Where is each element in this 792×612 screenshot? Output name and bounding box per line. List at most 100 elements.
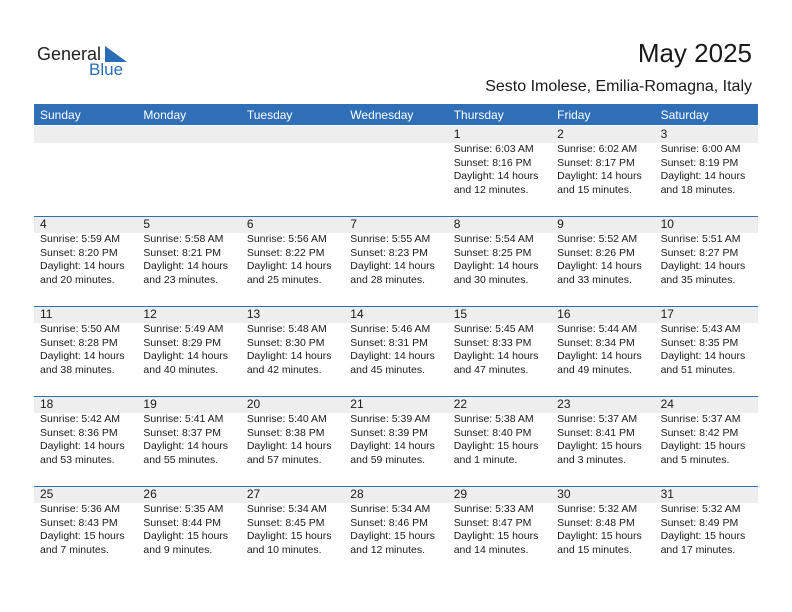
day-number: 12 <box>143 307 157 321</box>
weekday-label: Tuesday <box>246 108 293 122</box>
day-number: 16 <box>557 307 571 321</box>
sunrise: Sunrise: 5:32 AM <box>660 503 741 515</box>
header-bar <box>34 104 758 125</box>
sunrise: Sunrise: 5:41 AM <box>143 413 224 425</box>
daylight: Daylight: 14 hours <box>246 260 332 272</box>
daylight: and 17 minutes. <box>660 544 736 556</box>
day-number: 8 <box>453 217 461 231</box>
sunset: Sunset: 8:47 PM <box>453 517 532 529</box>
daylight: Daylight: 14 hours <box>557 350 642 362</box>
sunset: Sunset: 8:17 PM <box>557 157 635 169</box>
daylight: Daylight: 14 hours <box>40 260 125 272</box>
daylight: Daylight: 15 hours <box>246 530 332 542</box>
daylight: and 33 minutes. <box>557 274 632 286</box>
sunset: Sunset: 8:23 PM <box>350 247 428 259</box>
day-number: 29 <box>453 487 468 501</box>
daylight: and 5 minutes. <box>660 454 730 466</box>
weekday-label: Sunday <box>40 108 81 122</box>
sunset: Sunset: 8:31 PM <box>350 337 428 349</box>
sunset: Sunset: 8:21 PM <box>143 247 222 259</box>
logo-icon <box>105 46 127 62</box>
sunset: Sunset: 8:30 PM <box>246 337 325 349</box>
day-number: 25 <box>40 487 54 501</box>
day-number: 1 <box>453 127 461 141</box>
day-number: 18 <box>40 397 54 411</box>
daylight: and 55 minutes. <box>143 454 219 466</box>
daylight: and 15 minutes. <box>557 544 632 556</box>
day-number: 30 <box>557 487 571 501</box>
sunrise: Sunrise: 5:58 AM <box>143 233 224 245</box>
sunrise: Sunrise: 5:51 AM <box>660 233 741 245</box>
daylight: and 3 minutes. <box>557 454 627 466</box>
daylight: and 20 minutes. <box>40 274 115 286</box>
day-number: 7 <box>350 217 357 231</box>
sunrise: Sunrise: 6:03 AM <box>453 143 534 155</box>
day-number: 20 <box>246 397 261 411</box>
sunset: Sunset: 8:26 PM <box>557 247 635 259</box>
sunrise: Sunrise: 5:40 AM <box>246 413 327 425</box>
daylight: and 49 minutes. <box>557 364 632 376</box>
weekday-label: Friday <box>557 108 591 122</box>
sunrise: Sunrise: 5:37 AM <box>660 413 741 425</box>
sunrise: Sunrise: 5:43 AM <box>660 323 741 335</box>
sunset: Sunset: 8:16 PM <box>453 157 532 169</box>
sunrise: Sunrise: 5:35 AM <box>143 503 224 515</box>
sunset: Sunset: 8:19 PM <box>660 157 739 169</box>
daylight: and 14 minutes. <box>453 544 529 556</box>
day-number: 11 <box>40 307 53 321</box>
daylight: Daylight: 14 hours <box>246 350 332 362</box>
sunset: Sunset: 8:27 PM <box>660 247 739 259</box>
day-number: 10 <box>660 217 674 231</box>
sunrise: Sunrise: 5:56 AM <box>246 233 327 245</box>
sunrise: Sunrise: 5:34 AM <box>246 503 327 515</box>
day-number: 21 <box>350 397 364 411</box>
daylight: Daylight: 15 hours <box>557 440 642 452</box>
daylight: Daylight: 14 hours <box>453 170 539 182</box>
daylight: Daylight: 14 hours <box>143 440 229 452</box>
daylight: Daylight: 15 hours <box>557 530 642 542</box>
sunrise: Sunrise: 5:44 AM <box>557 323 638 335</box>
sunset: Sunset: 8:20 PM <box>40 247 118 259</box>
sunset: Sunset: 8:43 PM <box>40 517 118 529</box>
daylight: Daylight: 15 hours <box>453 530 539 542</box>
sunrise: Sunrise: 5:34 AM <box>350 503 431 515</box>
daylight: Daylight: 14 hours <box>246 440 332 452</box>
daylight: Daylight: 15 hours <box>350 530 435 542</box>
day-strip <box>34 216 758 233</box>
daylight: and 30 minutes. <box>453 274 529 286</box>
daylight: and 40 minutes. <box>143 364 219 376</box>
day-number: 28 <box>350 487 364 501</box>
sunrise: Sunrise: 6:02 AM <box>557 143 638 155</box>
sunset: Sunset: 8:40 PM <box>453 427 532 439</box>
daylight: and 25 minutes. <box>246 274 322 286</box>
daylight: Daylight: 14 hours <box>350 350 435 362</box>
daylight: and 59 minutes. <box>350 454 425 466</box>
day-number: 22 <box>453 397 468 411</box>
day-number: 15 <box>453 307 468 321</box>
daylight: Daylight: 14 hours <box>143 260 229 272</box>
sunrise: Sunrise: 5:45 AM <box>453 323 534 335</box>
daylight: Daylight: 14 hours <box>660 350 746 362</box>
sunset: Sunset: 8:45 PM <box>246 517 325 529</box>
day-number: 2 <box>557 127 564 141</box>
daylight: Daylight: 15 hours <box>453 440 539 452</box>
daylight: and 57 minutes. <box>246 454 322 466</box>
sunset: Sunset: 8:34 PM <box>557 337 635 349</box>
daylight: and 23 minutes. <box>143 274 219 286</box>
daylight: Daylight: 14 hours <box>557 170 642 182</box>
sunrise: Sunrise: 6:00 AM <box>660 143 741 155</box>
weekday-label: Saturday <box>660 108 709 122</box>
daylight: and 53 minutes. <box>40 454 115 466</box>
sunset: Sunset: 8:49 PM <box>660 517 739 529</box>
logo-text: General <box>37 44 102 64</box>
daylight: and 1 minute. <box>453 454 518 466</box>
sunset: Sunset: 8:25 PM <box>453 247 532 259</box>
sunset: Sunset: 8:39 PM <box>350 427 428 439</box>
week-divider <box>34 216 758 217</box>
daylight: Daylight: 14 hours <box>660 260 746 272</box>
daylight: Daylight: 15 hours <box>40 530 125 542</box>
sunrise: Sunrise: 5:38 AM <box>453 413 534 425</box>
sunrise: Sunrise: 5:49 AM <box>143 323 224 335</box>
sunrise: Sunrise: 5:59 AM <box>40 233 120 245</box>
